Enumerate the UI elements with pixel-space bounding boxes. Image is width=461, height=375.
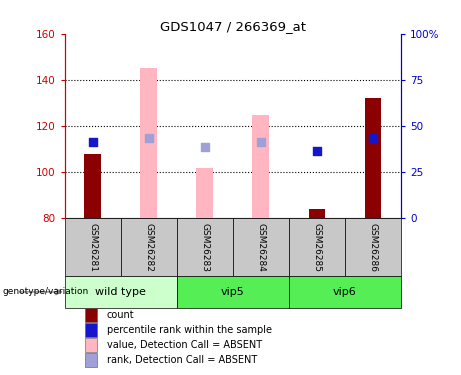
Text: GSM26286: GSM26286 <box>368 223 378 272</box>
Point <box>201 144 208 150</box>
Bar <box>196 168 213 218</box>
Bar <box>65 218 121 276</box>
Text: GSM26282: GSM26282 <box>144 223 153 272</box>
Text: value, Detection Call = ABSENT: value, Detection Call = ABSENT <box>106 340 262 350</box>
Bar <box>84 154 101 218</box>
Text: wild type: wild type <box>95 287 146 297</box>
Point <box>257 139 265 145</box>
Bar <box>289 276 401 308</box>
Bar <box>345 218 401 276</box>
Bar <box>289 218 345 276</box>
Point <box>89 139 96 145</box>
Text: vip6: vip6 <box>333 287 357 297</box>
Text: genotype/variation: genotype/variation <box>2 287 89 296</box>
Bar <box>365 98 381 218</box>
Text: percentile rank within the sample: percentile rank within the sample <box>106 325 272 335</box>
Bar <box>253 114 269 218</box>
Bar <box>85 323 96 337</box>
Title: GDS1047 / 266369_at: GDS1047 / 266369_at <box>160 20 306 33</box>
Bar <box>85 338 96 352</box>
Bar <box>233 218 289 276</box>
Point <box>369 135 377 141</box>
Bar <box>177 276 289 308</box>
Bar <box>140 68 157 218</box>
Bar <box>121 218 177 276</box>
Point <box>313 148 321 154</box>
Text: GSM26285: GSM26285 <box>313 223 321 272</box>
Bar <box>65 276 177 308</box>
Point <box>145 135 152 141</box>
Bar <box>308 209 325 218</box>
Text: GSM26283: GSM26283 <box>200 223 209 272</box>
Bar <box>177 218 233 276</box>
Text: GSM26284: GSM26284 <box>256 223 266 272</box>
Text: rank, Detection Call = ABSENT: rank, Detection Call = ABSENT <box>106 356 257 366</box>
Text: vip5: vip5 <box>221 287 245 297</box>
Text: count: count <box>106 310 134 320</box>
Bar <box>85 354 96 368</box>
Text: GSM26281: GSM26281 <box>88 223 97 272</box>
Bar <box>85 308 96 322</box>
